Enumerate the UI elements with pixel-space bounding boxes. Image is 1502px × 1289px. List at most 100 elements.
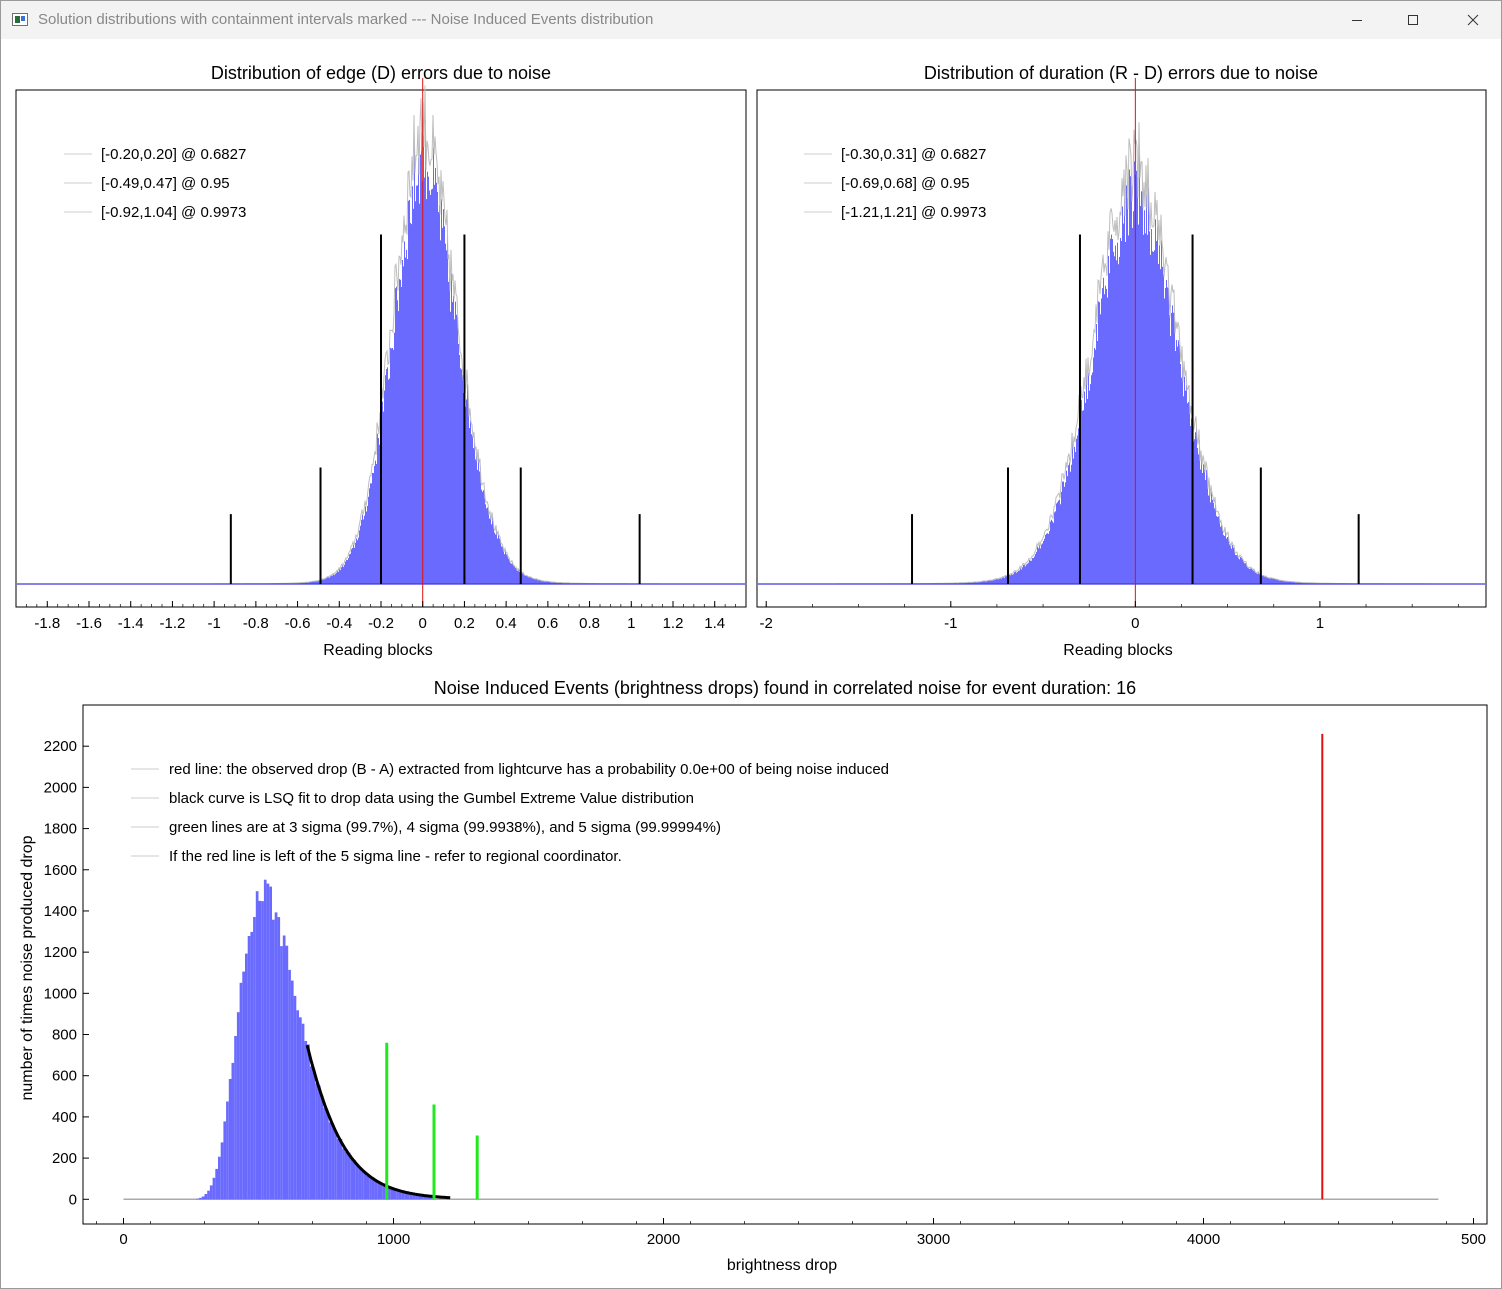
histogram-bar	[1206, 469, 1207, 584]
histogram-bar	[1051, 519, 1052, 584]
histogram-bar	[350, 553, 351, 584]
histogram-bar	[361, 519, 362, 584]
histogram-bar	[984, 581, 985, 584]
histogram-bar	[356, 538, 357, 584]
histogram-bar	[1265, 577, 1266, 584]
histogram-bar	[261, 901, 264, 1200]
histogram-bar	[349, 554, 350, 584]
maximize-button[interactable]	[1385, 1, 1441, 39]
legend-item: green lines are at 3 sigma (99.7%), 4 si…	[169, 819, 721, 836]
histogram-bar	[196, 1198, 200, 1200]
histogram-bar	[499, 538, 500, 584]
histogram-bar	[317, 1085, 321, 1200]
histogram-bar	[1126, 185, 1127, 584]
histogram-bar	[1304, 582, 1305, 584]
histogram-bar	[263, 879, 267, 1200]
histogram-bar	[1071, 464, 1072, 584]
histogram-bar	[346, 559, 347, 584]
histogram-bar	[523, 573, 524, 584]
histogram-bar	[239, 982, 243, 1200]
histogram-bar	[421, 132, 422, 585]
histogram-bar	[541, 580, 542, 584]
histogram-bar	[1037, 546, 1038, 584]
histogram-bar	[1240, 557, 1241, 584]
histogram-bar	[339, 568, 340, 584]
histogram-bar	[1101, 298, 1102, 584]
histogram-bar	[504, 554, 505, 584]
histogram-bar	[1047, 533, 1048, 584]
histogram-bar	[414, 148, 415, 584]
histogram-bar	[1198, 454, 1199, 584]
histogram-bar	[473, 448, 474, 584]
histogram-bar	[218, 1156, 221, 1200]
histogram-bar	[301, 582, 302, 584]
histogram-bar	[548, 581, 549, 584]
histogram-bar	[1297, 582, 1298, 584]
histogram-bar	[1145, 233, 1146, 584]
histogram-bar	[452, 302, 453, 584]
histogram-bar	[1268, 578, 1269, 584]
histogram-bar	[973, 582, 974, 584]
interval-markers	[229, 78, 641, 607]
histogram-bar	[1059, 499, 1060, 584]
histogram-bar	[437, 192, 438, 584]
histogram-bar	[483, 490, 484, 584]
histogram-bar	[472, 436, 473, 584]
close-button[interactable]	[1445, 1, 1501, 39]
histogram-bar	[1280, 580, 1281, 584]
histogram-bar	[427, 171, 428, 584]
histogram-bar	[325, 578, 326, 584]
histogram-bar	[1074, 446, 1075, 584]
histogram-bar	[1011, 574, 1012, 584]
histogram-bar	[468, 402, 469, 584]
histogram-bar	[1102, 288, 1103, 584]
histogram-bar	[553, 582, 554, 584]
histogram-bar	[1025, 566, 1026, 584]
histogram-bar	[1205, 480, 1206, 584]
histogram-bar	[403, 266, 404, 584]
histogram-bar	[1137, 177, 1138, 584]
histogram-bar	[545, 581, 546, 584]
histogram-bar	[390, 347, 391, 584]
histogram-bar	[1287, 581, 1288, 584]
histogram-bar	[1186, 385, 1187, 584]
histogram-bar	[404, 241, 405, 584]
histogram-bar	[1191, 418, 1192, 584]
histogram-bar	[502, 546, 503, 584]
histogram-bar	[1171, 312, 1172, 584]
histogram-bar	[313, 581, 314, 584]
histogram-bar	[989, 580, 990, 584]
histogram-bar	[280, 946, 283, 1200]
histogram-bar	[301, 1023, 305, 1200]
histogram-bar	[1284, 581, 1285, 584]
histogram-bar	[500, 540, 501, 584]
histogram-bar	[528, 576, 529, 584]
histogram-bar	[247, 936, 251, 1200]
histogram-bar	[478, 458, 479, 584]
histogram-bar	[1108, 255, 1109, 584]
histogram-bar	[1150, 254, 1151, 584]
legend: [-0.20,0.20] @ 0.6827 [-0.49,0.47] @ 0.9…	[64, 146, 246, 221]
histogram-bar	[1060, 504, 1061, 584]
histogram-bar	[1286, 581, 1287, 584]
histogram-bar	[362, 514, 363, 584]
histogram-bar	[484, 490, 485, 584]
histogram-bar	[963, 582, 964, 584]
histogram-bar	[1115, 245, 1116, 584]
y-tick-label: 1400	[44, 903, 77, 920]
histogram-bar	[1296, 582, 1297, 584]
title-bar[interactable]: Solution distributions with containment …	[1, 1, 1501, 39]
histogram-bar	[1015, 571, 1016, 584]
minimize-icon	[1352, 20, 1362, 21]
chart-title: Distribution of edge (D) errors due to n…	[211, 63, 551, 83]
minimize-button[interactable]	[1329, 1, 1385, 39]
legend-item: black curve is LSQ fit to drop data usin…	[169, 790, 694, 807]
histogram-bar	[1136, 170, 1137, 585]
histogram-bar	[529, 577, 530, 584]
histogram-bar	[1188, 402, 1189, 584]
histogram-bar	[459, 355, 460, 584]
histogram-bar	[370, 483, 371, 584]
histogram-bar	[487, 507, 488, 584]
y-axis: 0 200 400 600 800 1000 1200 1400 1600 1800 2000 220…	[44, 738, 89, 1208]
app-window-icon	[12, 13, 28, 26]
